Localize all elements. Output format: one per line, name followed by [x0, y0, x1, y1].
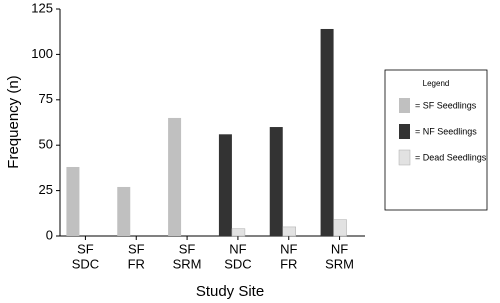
- bar: [320, 28, 334, 237]
- x-tick-label: FR: [128, 256, 145, 271]
- x-tick-label: SRM: [173, 256, 202, 271]
- bar: [66, 166, 80, 236]
- bar: [218, 134, 232, 236]
- x-tick-label: SF: [128, 241, 145, 256]
- x-tick-label: SDC: [224, 256, 251, 271]
- y-tick-label: 125: [31, 0, 53, 15]
- y-axis-title: Frequency (n): [5, 75, 22, 168]
- bar: [168, 117, 182, 236]
- x-tick-label: FR: [280, 256, 297, 271]
- x-tick-label: NF: [280, 241, 297, 256]
- x-tick-label: SF: [77, 241, 94, 256]
- legend-label: = NF Seedlings: [415, 126, 477, 136]
- x-axis-title: Study Site: [196, 283, 264, 300]
- bar: [282, 226, 296, 237]
- bar: [333, 219, 347, 237]
- x-tick-label: SRM: [325, 256, 354, 271]
- x-tick-label: SF: [179, 241, 196, 256]
- legend-swatch: [399, 124, 410, 139]
- legend-box: [384, 69, 488, 211]
- legend-swatch: [399, 98, 410, 113]
- legend-label: = SF Seedlings: [415, 100, 477, 110]
- legend-label: = Dead Seedlings: [415, 152, 487, 162]
- legend-swatch: [398, 149, 411, 166]
- bar: [231, 228, 246, 237]
- x-tick-label: SDC: [72, 256, 99, 271]
- legend-title: Legend: [423, 79, 450, 88]
- y-tick-label: 0: [46, 227, 53, 242]
- x-tick-label: NF: [331, 241, 348, 256]
- y-tick-label: 25: [39, 182, 53, 197]
- bar: [269, 127, 283, 236]
- y-tick-label: 75: [39, 91, 53, 106]
- y-tick-label: 50: [39, 137, 53, 152]
- bar: [117, 186, 131, 236]
- x-tick-label: NF: [229, 241, 246, 256]
- y-tick-label: 100: [31, 46, 53, 61]
